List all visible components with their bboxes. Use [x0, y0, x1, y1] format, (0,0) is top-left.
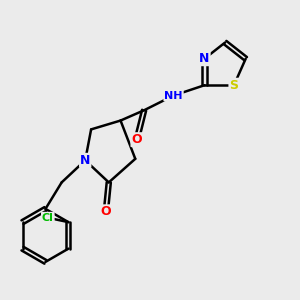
Text: NH: NH: [164, 91, 183, 100]
Text: N: N: [199, 52, 210, 65]
Text: N: N: [80, 154, 90, 167]
Text: S: S: [230, 79, 238, 92]
Text: O: O: [100, 205, 111, 218]
Text: O: O: [131, 133, 142, 146]
Text: Cl: Cl: [42, 213, 54, 223]
